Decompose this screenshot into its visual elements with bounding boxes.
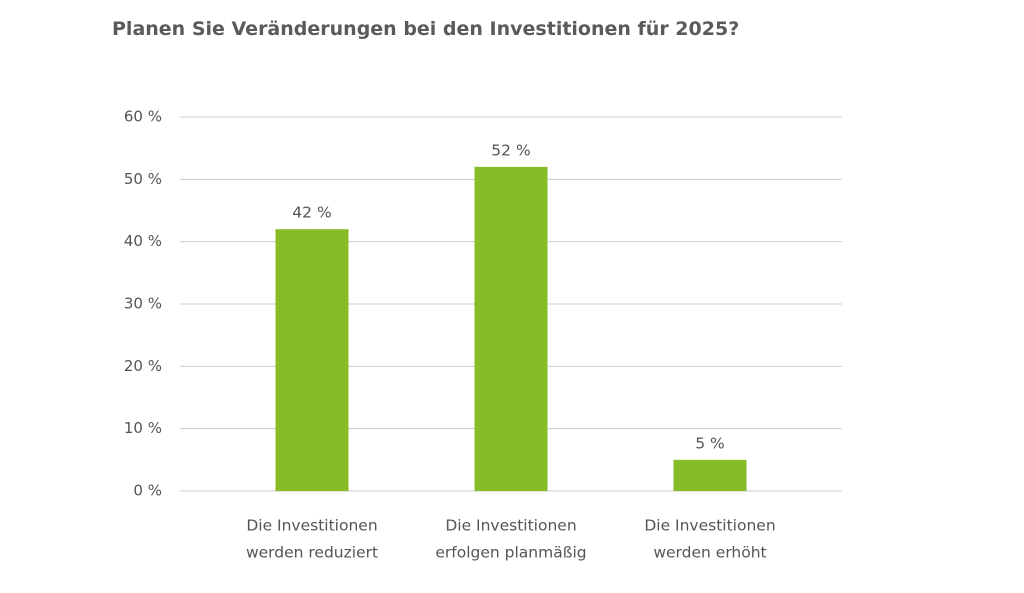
- x-tick-label: werden erhöht: [653, 544, 766, 562]
- x-tick-label: erfolgen planmäßig: [435, 544, 586, 562]
- value-label: 42 %: [292, 204, 331, 222]
- bar: [275, 229, 349, 491]
- x-tick-label: Die Investitionen: [445, 517, 576, 535]
- chart-title: Planen Sie Veränderungen bei den Investi…: [112, 18, 739, 40]
- bar: [474, 166, 548, 491]
- value-label: 52 %: [491, 141, 530, 159]
- value-label: 5 %: [695, 434, 725, 452]
- y-tick-label: 60 %: [124, 108, 162, 126]
- x-tick-label: Die Investitionen: [644, 517, 775, 535]
- x-tick-label: werden reduziert: [246, 544, 378, 562]
- bar: [673, 459, 747, 491]
- y-tick-label: 10 %: [124, 419, 162, 437]
- y-tick-label: 0 %: [133, 482, 162, 500]
- y-tick-label: 40 %: [124, 232, 162, 250]
- x-tick-label: Die Investitionen: [246, 517, 377, 535]
- y-tick-label: 30 %: [124, 295, 162, 313]
- y-tick-label: 50 %: [124, 170, 162, 188]
- y-tick-label: 20 %: [124, 357, 162, 375]
